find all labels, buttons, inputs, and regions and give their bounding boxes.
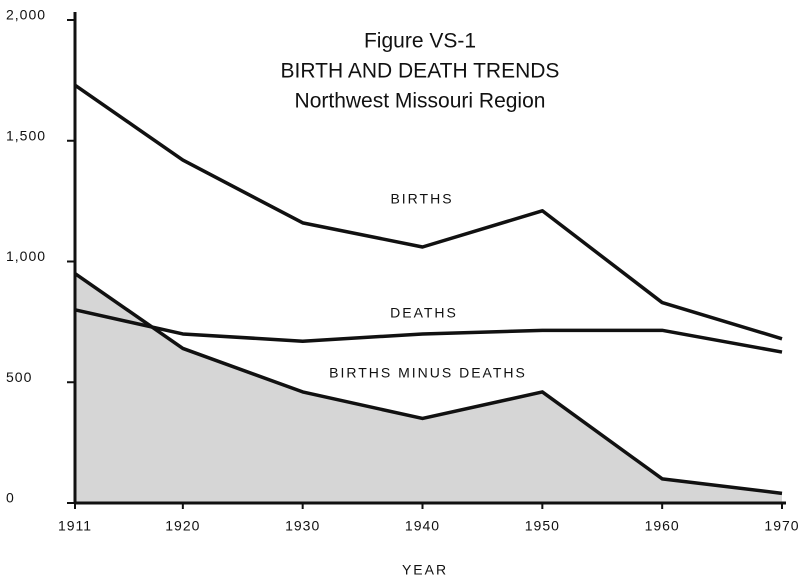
- y-tick-label: 1,500: [6, 127, 46, 143]
- y-tick-label: 2,000: [6, 7, 46, 23]
- x-tick-label: 1930: [285, 518, 320, 534]
- x-tick-label: 1940: [405, 518, 440, 534]
- x-tick-label: 1950: [525, 518, 560, 534]
- line: [74, 308, 783, 354]
- x-tick-label: 1960: [645, 518, 680, 534]
- x-tick-label: 1911: [58, 518, 92, 534]
- series-label: DEATHS: [390, 305, 458, 321]
- y-tick-label: 1,000: [6, 248, 46, 264]
- x-tick-label: 1970: [764, 518, 799, 534]
- series-label: BIRTHS: [390, 191, 453, 207]
- line: [74, 272, 783, 496]
- y-tick-label: 0: [6, 490, 15, 506]
- chart-title: Figure VS-1: [364, 30, 476, 53]
- x-tick-label: 1920: [165, 518, 200, 534]
- chart-title: Northwest Missouri Region: [295, 90, 546, 113]
- series-label: BIRTHS MINUS DEATHS: [329, 365, 527, 381]
- y-tick-label: 500: [6, 369, 32, 385]
- chart-title: BIRTH AND DEATH TRENDS: [281, 60, 560, 83]
- area: [75, 273, 782, 503]
- line: [74, 83, 783, 341]
- x-axis-label: YEAR: [402, 562, 448, 578]
